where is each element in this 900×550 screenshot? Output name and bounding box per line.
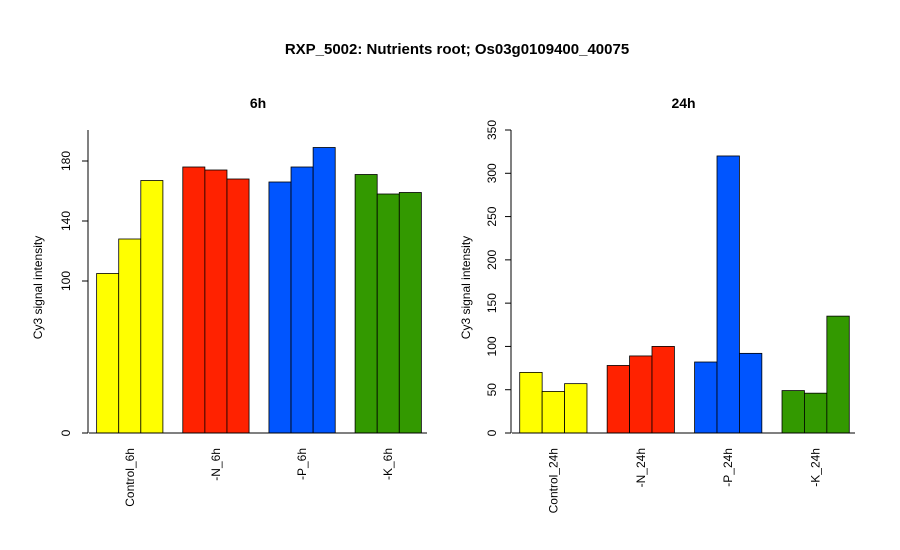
bar-Control_6h-1 bbox=[96, 273, 120, 434]
bar--P_6h-1 bbox=[268, 181, 292, 434]
bar--K_6h-1 bbox=[354, 174, 378, 434]
bar-Control_24h-2 bbox=[541, 391, 565, 434]
bar-Control_24h-3 bbox=[564, 383, 588, 434]
y-tick-label: 100 bbox=[59, 271, 73, 291]
x-tick-label: -P_6h bbox=[295, 448, 309, 480]
bar--N_6h-2 bbox=[204, 169, 228, 434]
y-tick-label: 100 bbox=[485, 336, 499, 356]
y-tick-label: 50 bbox=[485, 383, 499, 397]
bar-Control_6h-2 bbox=[118, 238, 142, 434]
chart-panel-1: 6h Cy3 signal intensity Control_6h -N_6h -P_… bbox=[31, 95, 427, 507]
bar--N_24h-2 bbox=[629, 355, 653, 434]
x-tick-label: -P_24h bbox=[721, 448, 735, 487]
bar--N_6h-1 bbox=[182, 166, 206, 434]
y-axis-label: Cy3 signal intensity bbox=[31, 236, 45, 339]
bar--N_6h-3 bbox=[226, 178, 250, 434]
bar--K_6h-2 bbox=[376, 193, 400, 434]
bar-Control_24h-1 bbox=[519, 371, 543, 434]
y-tick-label: 300 bbox=[485, 163, 499, 183]
x-tick-label: -N_6h bbox=[209, 448, 223, 481]
bar--K_6h-3 bbox=[398, 192, 422, 434]
bar--P_24h-3 bbox=[739, 352, 763, 434]
panel-title: 24h bbox=[671, 95, 695, 111]
y-tick-label: 350 bbox=[485, 120, 499, 140]
bar--P_6h-2 bbox=[290, 166, 314, 434]
x-tick-label: Control_24h bbox=[546, 448, 560, 513]
bar--K_24h-1 bbox=[781, 390, 805, 434]
panel-title: 6h bbox=[250, 95, 266, 111]
y-tick-label: 0 bbox=[485, 429, 499, 436]
x-tick-label: Control_6h bbox=[123, 448, 137, 507]
y-tick-label: 200 bbox=[485, 250, 499, 270]
x-tick-label: -N_24h bbox=[634, 448, 648, 487]
panels: 6h Cy3 signal intensity Control_6h -N_6h -P_… bbox=[31, 95, 855, 513]
y-tick-label: 180 bbox=[59, 151, 73, 171]
chart-title: RXP_5002: Nutrients root; Os03g0109400_4… bbox=[285, 41, 629, 58]
y-tick-label: 250 bbox=[485, 206, 499, 226]
y-tick-label: 150 bbox=[485, 293, 499, 313]
bar-Control_6h-3 bbox=[140, 180, 164, 434]
bar--N_24h-3 bbox=[651, 346, 675, 434]
bar--N_24h-1 bbox=[606, 365, 630, 434]
y-tick-label: 140 bbox=[59, 211, 73, 231]
x-tick-label: -K_6h bbox=[381, 448, 395, 480]
bar--P_24h-2 bbox=[716, 155, 740, 434]
chart-panel-2: 24h Cy3 signal intensity Control_24h -N_24h… bbox=[459, 95, 855, 513]
bar--K_24h-2 bbox=[804, 392, 828, 434]
y-axis-label: Cy3 signal intensity bbox=[459, 236, 473, 339]
y-tick-label: 0 bbox=[59, 429, 73, 436]
bar--K_24h-3 bbox=[826, 315, 850, 434]
x-tick-label: -K_24h bbox=[809, 448, 823, 487]
bar--P_6h-3 bbox=[312, 147, 336, 434]
bar--P_24h-1 bbox=[694, 361, 718, 434]
